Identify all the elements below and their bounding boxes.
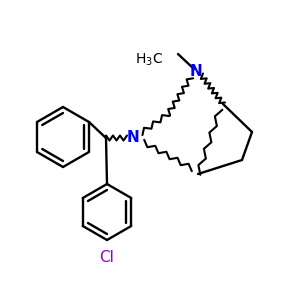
Text: N: N	[127, 130, 140, 146]
Text: N: N	[190, 64, 202, 80]
Text: H$_3$C: H$_3$C	[135, 52, 163, 68]
Text: Cl: Cl	[100, 250, 114, 265]
